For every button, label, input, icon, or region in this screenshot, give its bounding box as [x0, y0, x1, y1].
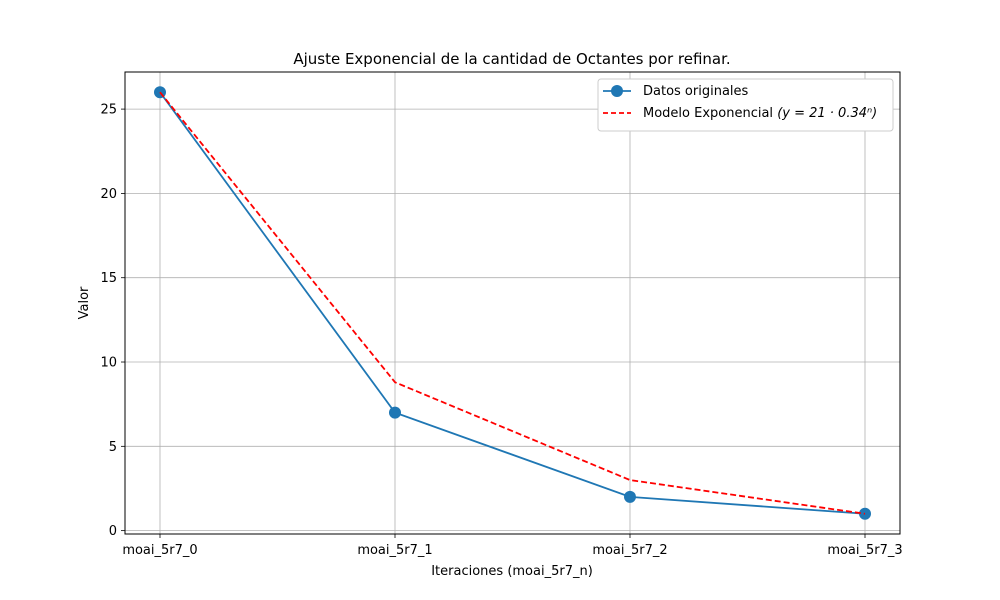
legend-label-modelo-name: Modelo Exponencial	[643, 106, 773, 121]
grid	[125, 72, 900, 534]
legend-box	[597, 78, 894, 132]
x-tick-label: moai_5r7_2	[592, 543, 667, 558]
legend-label-modelo: Modelo Exponencial (y = 21 · 0.34ⁿ)	[643, 106, 877, 121]
legend-label-modelo-formula: (y = 21 · 0.34ⁿ)	[777, 106, 877, 121]
data-point	[624, 490, 636, 503]
y-axis-label: Valor	[77, 286, 92, 319]
y-tick-label: 15	[100, 271, 117, 286]
y-tick-label: 20	[100, 187, 117, 202]
legend-label-datos: Datos originales	[643, 84, 749, 99]
y-tick-label: 0	[109, 524, 117, 539]
x-tick-label: moai_5r7_3	[827, 543, 902, 558]
x-tick-label: moai_5r7_1	[357, 543, 432, 558]
series-line-datos-originales	[159, 91, 866, 515]
legend-marker-datos	[611, 85, 623, 97]
series-layer	[154, 86, 871, 520]
ticks: 0 5 10 15 20 25 moai_5r7_0 moai_5r7_1 moai_5r7_2…	[100, 103, 902, 558]
y-tick-label: 5	[109, 440, 117, 455]
data-point	[389, 406, 401, 419]
legend: Datos originales Modelo Exponencial (y =…	[597, 78, 894, 132]
plot-frame	[124, 71, 901, 535]
chart-title: Ajuste Exponencial de la cantidad de Oct…	[293, 50, 730, 68]
y-tick-label: 10	[100, 356, 117, 371]
x-tick-label: moai_5r7_0	[122, 543, 197, 558]
series-line-modelo-exponencial	[159, 91, 866, 515]
y-tick-label: 25	[100, 103, 117, 118]
x-axis-label: Iteraciones (moai_5r7_n)	[431, 564, 593, 579]
